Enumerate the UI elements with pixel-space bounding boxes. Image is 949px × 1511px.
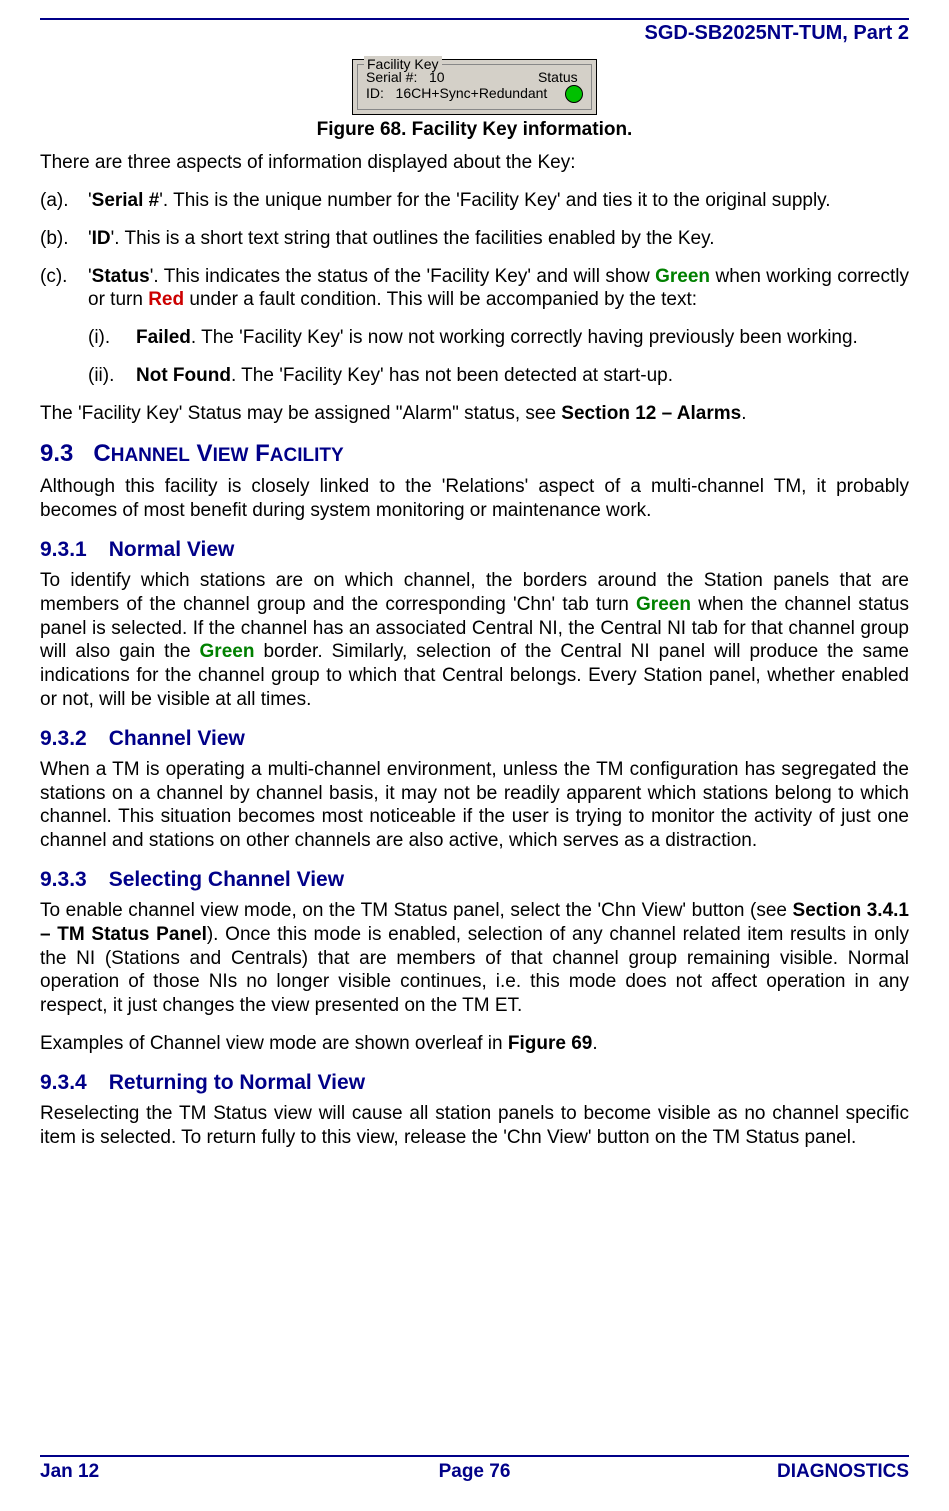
marker-i: (i).: [88, 326, 136, 350]
red-word: Red: [148, 289, 184, 310]
intro-paragraph: There are three aspects of information d…: [40, 151, 909, 175]
p933c-post: .: [592, 1033, 597, 1054]
groupbox-legend: Facility Key: [364, 56, 442, 72]
h932-title: Channel View: [109, 727, 245, 750]
text-ii: Not Found. The 'Facility Key' has not be…: [136, 364, 909, 388]
status-led-icon: [565, 85, 583, 103]
heading-9-3: 9.3 CHANNEL VIEW FACILITY: [40, 439, 909, 469]
tail-c: under a fault condition. This will be ac…: [184, 289, 697, 310]
heading-title: CHANNEL VIEW FACILITY: [93, 440, 343, 467]
h934-title: Returning to Normal View: [109, 1071, 365, 1094]
p-9-3-4: Reselecting the TM Status view will caus…: [40, 1102, 909, 1150]
h933-num: 9.3.3: [40, 868, 87, 891]
text-b: 'ID'. This is a short text string that o…: [88, 227, 909, 251]
term-status: Status: [92, 266, 150, 287]
indent-ii: [40, 364, 88, 388]
heading-9-3-1: 9.3.1 Normal View: [40, 537, 909, 563]
body-text: There are three aspects of information d…: [40, 151, 909, 1149]
sublist-ii: (ii). Not Found. The 'Facility Key' has …: [40, 364, 909, 388]
term-id: ID: [92, 228, 111, 249]
p931-green1: Green: [636, 594, 691, 615]
p933a: To enable channel view mode, on the TM S…: [40, 900, 793, 921]
facility-key-panel: Facility Key Serial #: 10 Status ID: 16C…: [352, 59, 597, 115]
doc-header: SGD-SB2025NT-TUM, Part 2: [40, 22, 909, 45]
h933-title: Selecting Channel View: [109, 868, 344, 891]
id-label: ID:: [366, 85, 384, 101]
p931-green2: Green: [200, 641, 255, 662]
id-row: ID: 16CH+Sync+Redundant: [366, 85, 583, 103]
h931-title: Normal View: [109, 538, 235, 561]
facility-key-groupbox: Facility Key Serial #: 10 Status ID: 16C…: [357, 64, 592, 110]
figure-wrap: Facility Key Serial #: 10 Status ID: 16C…: [40, 59, 909, 115]
heading-num: 9.3: [40, 440, 73, 467]
marker-a: (a).: [40, 189, 88, 213]
p933c-bold: Figure 69: [508, 1033, 592, 1054]
text-i: Failed. The 'Facility Key' is now not wo…: [136, 326, 909, 350]
alarm-pre: The 'Facility Key' Status may be assigne…: [40, 403, 561, 424]
list-item-c: (c). 'Status'. This indicates the status…: [40, 265, 909, 313]
term-serial: Serial #: [92, 190, 160, 211]
heading-9-3-2: 9.3.2 Channel View: [40, 726, 909, 752]
lead-c: '. This indicates the status of the 'Fac…: [150, 266, 655, 287]
rest-a: '. This is the unique number for the 'Fa…: [159, 190, 830, 211]
h934-num: 9.3.4: [40, 1071, 87, 1094]
p-9-3-2: When a TM is operating a multi-channel e…: [40, 758, 909, 853]
list-item-b: (b). 'ID'. This is a short text string t…: [40, 227, 909, 251]
marker-c: (c).: [40, 265, 88, 313]
figure-caption: Figure 68. Facility Key information.: [40, 119, 909, 141]
green-word: Green: [655, 266, 710, 287]
h931-num: 9.3.1: [40, 538, 87, 561]
h932-num: 9.3.2: [40, 727, 87, 750]
heading-9-3-4: 9.3.4 Returning to Normal View: [40, 1070, 909, 1096]
page-footer: Jan 12 Page 76 DIAGNOSTICS: [40, 1455, 909, 1483]
heading-9-3-3: 9.3.3 Selecting Channel View: [40, 867, 909, 893]
p-9-3-1: To identify which stations are on which …: [40, 569, 909, 712]
rest-i: . The 'Facility Key' is now not working …: [191, 327, 858, 348]
p-9-3-3: To enable channel view mode, on the TM S…: [40, 899, 909, 1018]
alarm-bold: Section 12 – Alarms: [561, 403, 741, 424]
page: SGD-SB2025NT-TUM, Part 2 Facility Key Se…: [0, 0, 949, 1511]
term-notfound: Not Found: [136, 365, 231, 386]
list-item-a: (a). 'Serial #'. This is the unique numb…: [40, 189, 909, 213]
sublist-i: (i). Failed. The 'Facility Key' is now n…: [40, 326, 909, 350]
alarm-post: .: [741, 403, 746, 424]
rest-b: '. This is a short text string that outl…: [111, 228, 715, 249]
marker-ii: (ii).: [88, 364, 136, 388]
status-label: Status: [538, 69, 578, 85]
rest-ii: . The 'Facility Key' has not been detect…: [231, 365, 673, 386]
term-failed: Failed: [136, 327, 191, 348]
top-rule: [40, 18, 909, 20]
p-9-3: Although this facility is closely linked…: [40, 475, 909, 523]
p933c-pre: Examples of Channel view mode are shown …: [40, 1033, 508, 1054]
text-c: 'Status'. This indicates the status of t…: [88, 265, 909, 313]
marker-b: (b).: [40, 227, 88, 251]
id-value: 16CH+Sync+Redundant: [396, 85, 548, 101]
p-9-3-3-ex: Examples of Channel view mode are shown …: [40, 1032, 909, 1056]
alarm-paragraph: The 'Facility Key' Status may be assigne…: [40, 402, 909, 426]
footer-center: Page 76: [40, 1461, 909, 1483]
text-a: 'Serial #'. This is the unique number fo…: [88, 189, 909, 213]
indent-i: [40, 326, 88, 350]
